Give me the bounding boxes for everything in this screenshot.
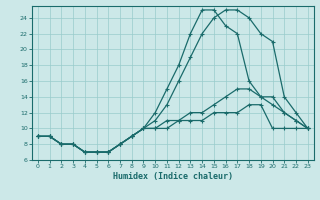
X-axis label: Humidex (Indice chaleur): Humidex (Indice chaleur) — [113, 172, 233, 181]
